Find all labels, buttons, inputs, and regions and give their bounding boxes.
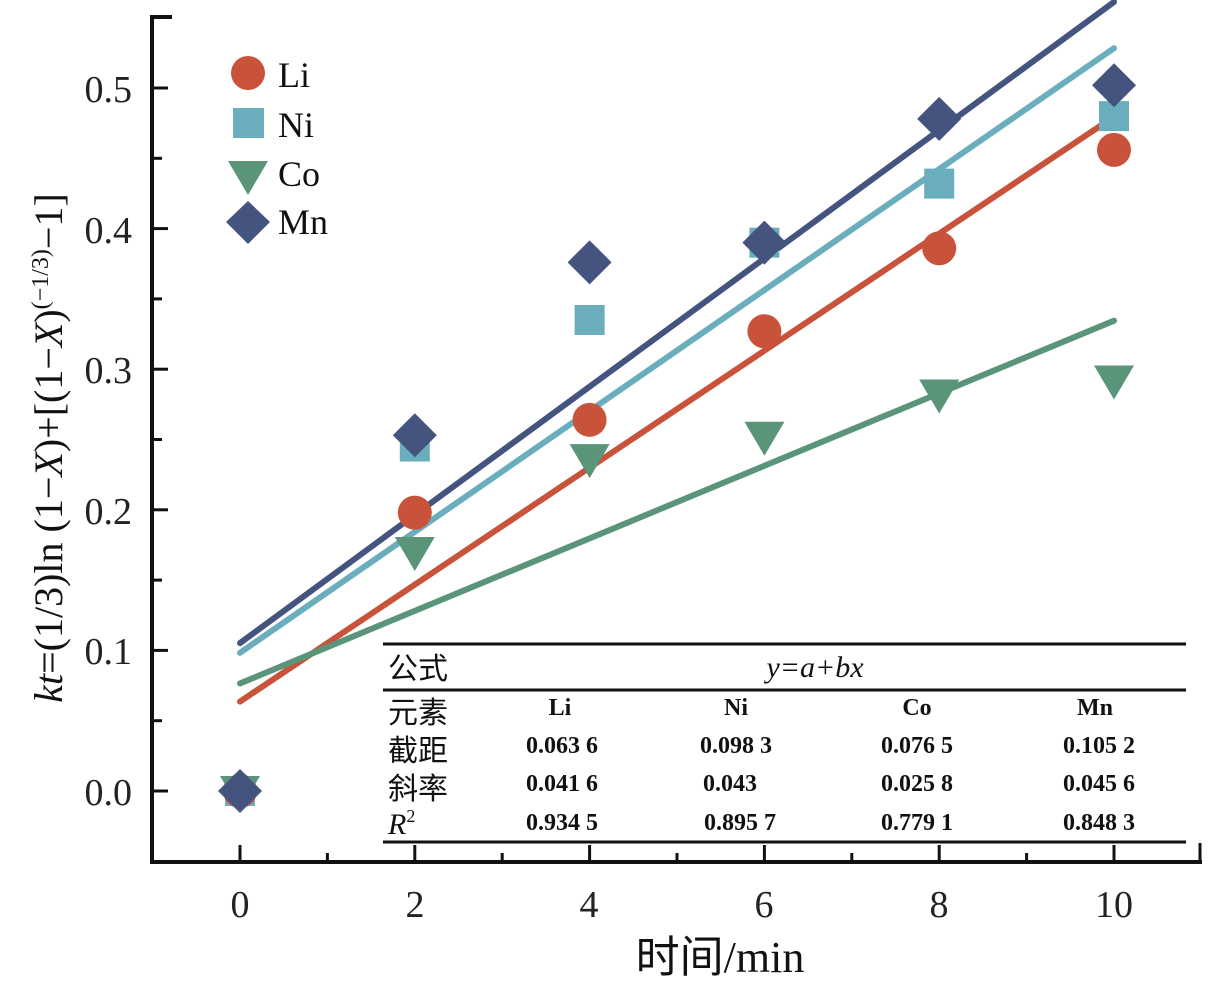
data-point-co — [394, 536, 435, 571]
table-cell: 0.895 7 — [704, 810, 776, 836]
r-superscript: 2 — [406, 806, 415, 826]
table-cell: 0.025 8 — [881, 771, 953, 797]
triangle-down-marker-icon — [228, 161, 268, 195]
table-cell: 0.063 6 — [526, 733, 598, 759]
y-tick-label: 0.0 — [85, 772, 133, 814]
data-point-co — [744, 421, 785, 456]
fit-line-li — [237, 113, 1117, 705]
y-axis-title: kt=(1/3)ln (1−X)+[(1−X)(−1/3)−1] — [26, 193, 71, 703]
table-cell: 0.779 1 — [881, 810, 953, 836]
legend-label: Ni — [278, 105, 314, 145]
data-point-co — [1094, 365, 1134, 400]
data-point-li — [922, 231, 957, 266]
table-row-intercept: 截距 0.063 6 0.098 3 0.076 5 0.105 2 — [388, 733, 1135, 768]
legend: Li Ni Co Mn — [226, 55, 328, 244]
data-point-mn — [567, 240, 612, 285]
y-axis-title-superscript: (−1/3) — [28, 249, 54, 309]
table-row-label: 截距 — [388, 735, 448, 768]
data-point-mn — [742, 220, 787, 265]
data-point-co — [569, 444, 610, 479]
table-header-row: 元素 Li Ni Co Mn — [388, 695, 1113, 730]
legend-label: Co — [278, 154, 320, 194]
legend-item-co: Co — [228, 154, 320, 195]
y-ticks — [152, 86, 168, 793]
table-cell: 0.041 6 — [526, 771, 598, 797]
table-row-label: R2 — [387, 806, 415, 841]
table-column-header: Co — [902, 695, 931, 721]
data-point-ni — [574, 304, 605, 335]
data-point-li — [747, 314, 782, 349]
data-markers — [218, 63, 1136, 813]
x-tick-label: 6 — [755, 884, 774, 926]
legend-label: Li — [278, 55, 310, 95]
y-axis-title-kt: kt — [26, 673, 71, 703]
x-tick-label: 8 — [930, 884, 949, 926]
y-axis-title-x: X — [26, 451, 71, 479]
y-tick-label: 0.1 — [85, 631, 133, 673]
table-cell: 0.105 2 — [1063, 733, 1135, 759]
data-point-mn — [218, 769, 262, 813]
fit-lines — [237, 0, 1117, 705]
data-point-ni — [924, 168, 955, 199]
y-axis-title-part: −1] — [26, 193, 71, 249]
fit-line-co — [237, 317, 1117, 687]
table-row-label: 斜率 — [388, 773, 448, 806]
diamond-marker-icon — [226, 201, 270, 244]
data-point-li — [572, 402, 607, 437]
y-tick-label: 0.3 — [85, 350, 133, 392]
table-cell: 0.098 3 — [700, 733, 772, 759]
table-cell: 0.045 6 — [1063, 771, 1135, 797]
x-tick-labels: 0 2 4 6 8 10 — [231, 884, 1134, 926]
table-cell: 0.934 5 — [526, 810, 598, 836]
data-point-mn — [917, 96, 962, 141]
y-tick-label: 0.5 — [85, 69, 133, 111]
x-ticks — [238, 845, 1116, 862]
table-cell: 0.076 5 — [881, 733, 953, 759]
x-tick-label: 0 — [231, 884, 250, 926]
formula-label: 公式 — [388, 653, 448, 686]
table-cell: 0.848 3 — [1063, 810, 1135, 836]
x-tick-label: 10 — [1095, 884, 1133, 926]
data-point-li — [397, 495, 432, 530]
formula: y=a+bx — [763, 651, 864, 684]
table-header-label: 元素 — [388, 697, 448, 730]
table-cell: 0.043 — [703, 771, 757, 797]
data-point-mn — [392, 413, 437, 458]
table-column-header: Ni — [724, 695, 748, 721]
table-row-r2: R2 0.934 5 0.895 7 0.779 1 0.848 3 — [387, 806, 1135, 841]
fit-line-ni — [237, 45, 1117, 656]
legend-label: Mn — [278, 202, 328, 242]
legend-item-ni: Ni — [233, 105, 314, 145]
data-point-li — [1097, 132, 1131, 167]
y-tick-label: 0.4 — [85, 210, 133, 252]
data-point-co — [919, 379, 960, 414]
y-tick-labels: 0.0 0.1 0.2 0.3 0.4 0.5 — [85, 69, 133, 814]
fit-table-background — [383, 644, 1186, 842]
legend-item-mn: Mn — [226, 201, 328, 244]
y-axis-title-part: =(1/3)ln (1− — [26, 477, 71, 674]
y-axis-title-part: ) — [26, 309, 71, 322]
table-column-header: Mn — [1077, 695, 1113, 721]
circle-marker-icon — [231, 56, 265, 90]
data-point-mn — [1092, 63, 1136, 108]
y-tick-label: 0.2 — [85, 491, 133, 533]
x-tick-label: 2 — [406, 884, 425, 926]
x-tick-label: 4 — [580, 884, 599, 926]
legend-item-li: Li — [231, 55, 310, 95]
y-axis-title-part: )+[(1− — [26, 347, 71, 452]
axes — [150, 15, 1202, 864]
r-label: R — [387, 808, 406, 841]
table-row-slope: 斜率 0.041 6 0.043 0.025 8 0.045 6 — [388, 771, 1135, 806]
square-marker-icon — [233, 108, 264, 138]
y-axis-title-x: X — [26, 321, 71, 349]
fit-line-mn — [237, 0, 1117, 647]
fit-table: 公式 y=a+bx 元素 Li Ni Co Mn 截距 0.063 6 0.09… — [383, 642, 1186, 844]
x-axis-title: 时间/min — [636, 933, 805, 981]
table-column-header: Li — [549, 695, 572, 721]
